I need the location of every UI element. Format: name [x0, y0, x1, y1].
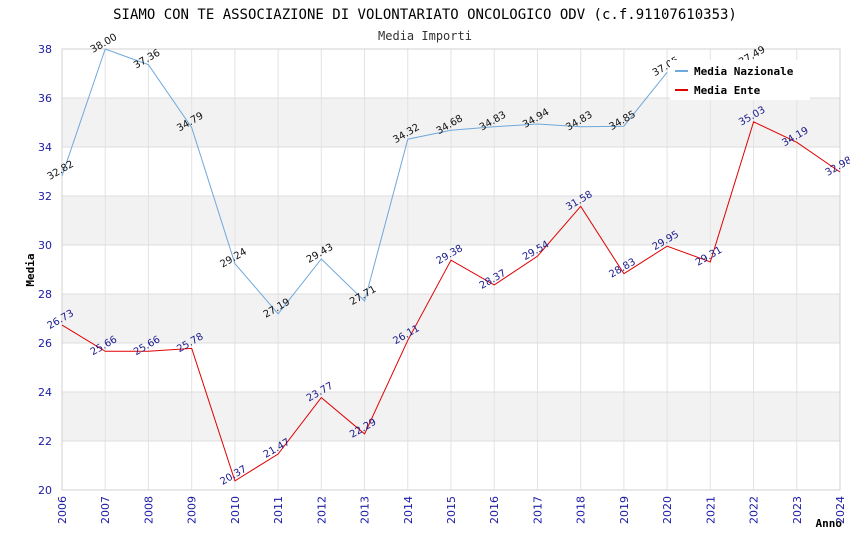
x-tick-label: 2012: [315, 496, 328, 524]
x-tick-label: 2023: [791, 496, 804, 524]
x-tick-label: 2006: [56, 496, 69, 524]
x-tick-label: 2015: [445, 496, 458, 524]
x-tick-label: 2022: [748, 496, 761, 524]
y-axis-title: Media: [24, 253, 37, 286]
grid-bands: [61, 48, 841, 491]
y-tick-label: 34: [38, 141, 52, 154]
x-tick-label: 2017: [531, 496, 544, 524]
legend-entry: Media Ente: [694, 84, 761, 97]
chart-subtitle: Media Importi: [378, 29, 472, 43]
y-tick-label: 30: [38, 239, 52, 252]
series-lines: [61, 49, 841, 482]
chart-title: SIAMO CON TE ASSOCIAZIONE DI VOLONTARIAT…: [113, 7, 737, 23]
y-axis-ticks: 20 22 24 26 28 30 32 34 36 38: [38, 43, 52, 497]
x-tick-label: 2016: [488, 496, 501, 524]
x-tick-label: 2021: [704, 496, 717, 524]
y-tick-label: 26: [38, 337, 52, 350]
y-tick-label: 28: [38, 288, 52, 301]
plot-frame: [61, 48, 841, 491]
x-tick-label: 2011: [272, 496, 285, 524]
legend-entry: Media Nazionale: [694, 65, 794, 78]
x-tick-label: 2014: [402, 496, 415, 524]
x-tick-label: 2020: [661, 496, 674, 524]
y-tick-label: 20: [38, 484, 52, 497]
x-tick-label: 2019: [618, 496, 631, 524]
legend-box: [670, 60, 810, 100]
y-tick-label: 36: [38, 92, 52, 105]
y-tick-label: 38: [38, 43, 52, 56]
x-axis-title: Anno: [816, 517, 843, 530]
series-line-media-ente: [61, 121, 841, 482]
x-axis-ticks: 2006 2007 2008 2009 2010 2011 2012 2013 2014 2015…: [56, 496, 847, 524]
x-tick-label: 2010: [229, 496, 242, 524]
legend: Media Nazionale Media Ente: [670, 60, 810, 100]
x-tick-label: 2018: [575, 496, 588, 524]
x-tick-label: 2009: [186, 496, 199, 524]
x-tick-label: 2007: [99, 496, 112, 524]
x-tick-label: 2024: [834, 496, 847, 524]
y-tick-label: 24: [38, 386, 52, 399]
x-tick-label: 2013: [359, 496, 372, 524]
y-tick-label: 32: [38, 190, 52, 203]
y-tick-label: 22: [38, 435, 52, 448]
x-tick-label: 2008: [142, 496, 155, 524]
